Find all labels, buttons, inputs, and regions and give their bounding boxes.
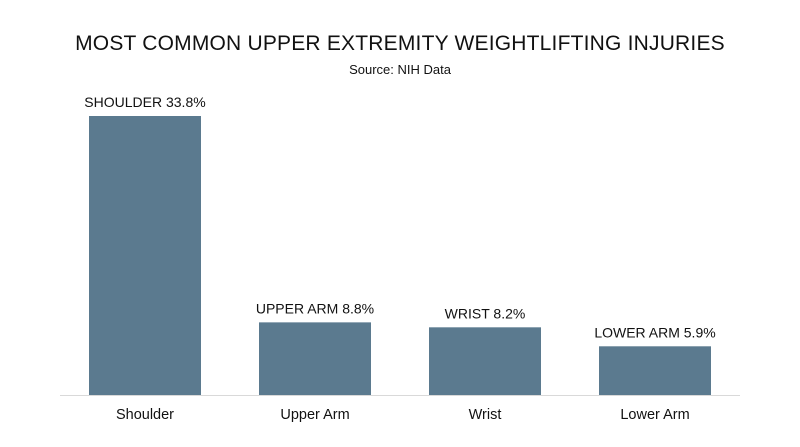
bars-group xyxy=(89,116,711,395)
x-tick-label-wrist: Wrist xyxy=(469,407,502,423)
x-tick-label-shoulder: Shoulder xyxy=(116,407,174,423)
bar-wrist xyxy=(429,327,541,395)
chart-subtitle: Source: NIH Data xyxy=(349,62,451,77)
x-tick-label-upper-arm: Upper Arm xyxy=(280,407,349,423)
bar-lower-arm xyxy=(599,346,711,395)
bar-upper-arm xyxy=(259,322,371,395)
data-label-wrist: WRIST 8.2% xyxy=(445,305,526,321)
data-label-lower-arm: LOWER ARM 5.9% xyxy=(594,324,715,340)
bar-shoulder xyxy=(89,116,201,395)
chart-title: MOST COMMON UPPER EXTREMITY WEIGHTLIFTIN… xyxy=(75,32,725,55)
data-label-upper-arm: UPPER ARM 8.8% xyxy=(256,300,374,316)
x-tick-label-lower-arm: Lower Arm xyxy=(620,407,689,423)
x-tick-labels-group: Shoulder Upper Arm Wrist Lower Arm xyxy=(116,407,690,423)
data-label-shoulder: SHOULDER 33.8% xyxy=(84,94,205,110)
data-labels-group: SHOULDER 33.8% UPPER ARM 8.8% WRIST 8.2% LO… xyxy=(84,94,715,340)
